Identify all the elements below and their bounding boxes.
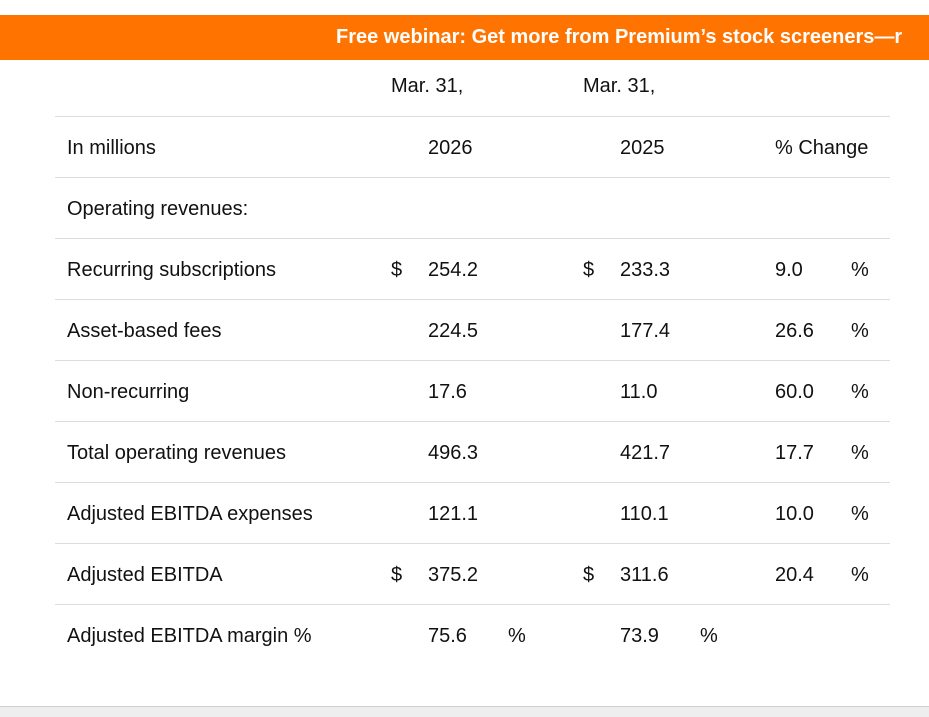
value-2025: 177.4 <box>620 320 671 342</box>
header-year-2026: 2026 <box>428 137 473 159</box>
change-value: 20.4 <box>775 564 814 586</box>
header-period-2025: Mar. 31, <box>583 75 656 97</box>
table-header-period-row: Mar. 31, Mar. 31, <box>55 60 890 116</box>
value-2026: 496.3 <box>428 442 479 464</box>
value-2026: 224.5 <box>428 320 479 342</box>
table-row: Non-recurring 17.6 11.0 60.0 % <box>55 360 890 421</box>
section-operating-revenues: Operating revenues: <box>67 198 249 220</box>
value-2025: 73.9 <box>620 625 659 647</box>
change-percent-sign: % <box>851 503 869 525</box>
row-label: Total operating revenues <box>67 442 287 464</box>
change-percent-sign: % <box>851 564 869 586</box>
table-row: Total operating revenues 496.3 421.7 17.… <box>55 421 890 482</box>
row-label: Adjusted EBITDA expenses <box>67 503 313 525</box>
change-value: 9.0 <box>775 259 803 281</box>
header-period-2026: Mar. 31, <box>391 75 464 97</box>
currency-2026: $ <box>391 564 403 586</box>
table-row: Adjusted EBITDA expenses 121.1 110.1 10.… <box>55 482 890 543</box>
change-value: 60.0 <box>775 381 814 403</box>
change-value: 17.7 <box>775 442 814 464</box>
table-header-year-row: In millions 2026 2025 % Change <box>55 116 890 177</box>
row-label: Adjusted EBITDA <box>67 564 223 586</box>
change-percent-sign: % <box>851 259 869 281</box>
table-row: Asset-based fees 224.5 177.4 26.6 % <box>55 299 890 360</box>
change-value: 26.6 <box>775 320 814 342</box>
value-2026: 254.2 <box>428 259 479 281</box>
header-year-2025: 2025 <box>620 137 665 159</box>
value-2025: 11.0 <box>620 381 658 403</box>
row-label: Recurring subscriptions <box>67 259 276 281</box>
percent-sign-2025: % <box>700 625 718 647</box>
table-section-row: Operating revenues: <box>55 177 890 238</box>
table-row: Recurring subscriptions $ 254.2 $ 233.3 … <box>55 238 890 299</box>
banner-text[interactable]: Free webinar: Get more from Premium’s st… <box>336 26 903 48</box>
change-percent-sign: % <box>851 381 869 403</box>
header-percent-change: % Change <box>775 137 869 159</box>
change-value: 10.0 <box>775 503 814 525</box>
table-row: Adjusted EBITDA $ 375.2 $ 311.6 20.4 % <box>55 543 890 604</box>
header-in-millions: In millions <box>67 137 156 159</box>
webinar-promo-banner[interactable]: Free webinar: Get more from Premium’s st… <box>0 15 929 60</box>
value-2025: 233.3 <box>620 259 671 281</box>
value-2026: 75.6 <box>428 625 467 647</box>
value-2026: 375.2 <box>428 564 479 586</box>
row-label: Non-recurring <box>67 381 190 403</box>
row-label: Adjusted EBITDA margin % <box>67 625 312 647</box>
percent-sign-2026: % <box>508 625 526 647</box>
currency-2026: $ <box>391 259 403 281</box>
value-2026: 121.1 <box>428 503 479 525</box>
table-row: Adjusted EBITDA margin % 75.6 % 73.9 % <box>55 604 890 665</box>
value-2026: 17.6 <box>428 381 467 403</box>
value-2025: 421.7 <box>620 442 671 464</box>
value-2025: 311.6 <box>620 564 669 586</box>
financial-table: Mar. 31, Mar. 31, In millions 2026 2025 … <box>55 60 890 665</box>
row-label: Asset-based fees <box>67 320 222 342</box>
change-percent-sign: % <box>851 442 869 464</box>
currency-2025: $ <box>583 259 595 281</box>
currency-2025: $ <box>583 564 595 586</box>
value-2025: 110.1 <box>620 503 669 525</box>
bottom-scrollbar-track[interactable] <box>0 706 929 717</box>
change-percent-sign: % <box>851 320 869 342</box>
